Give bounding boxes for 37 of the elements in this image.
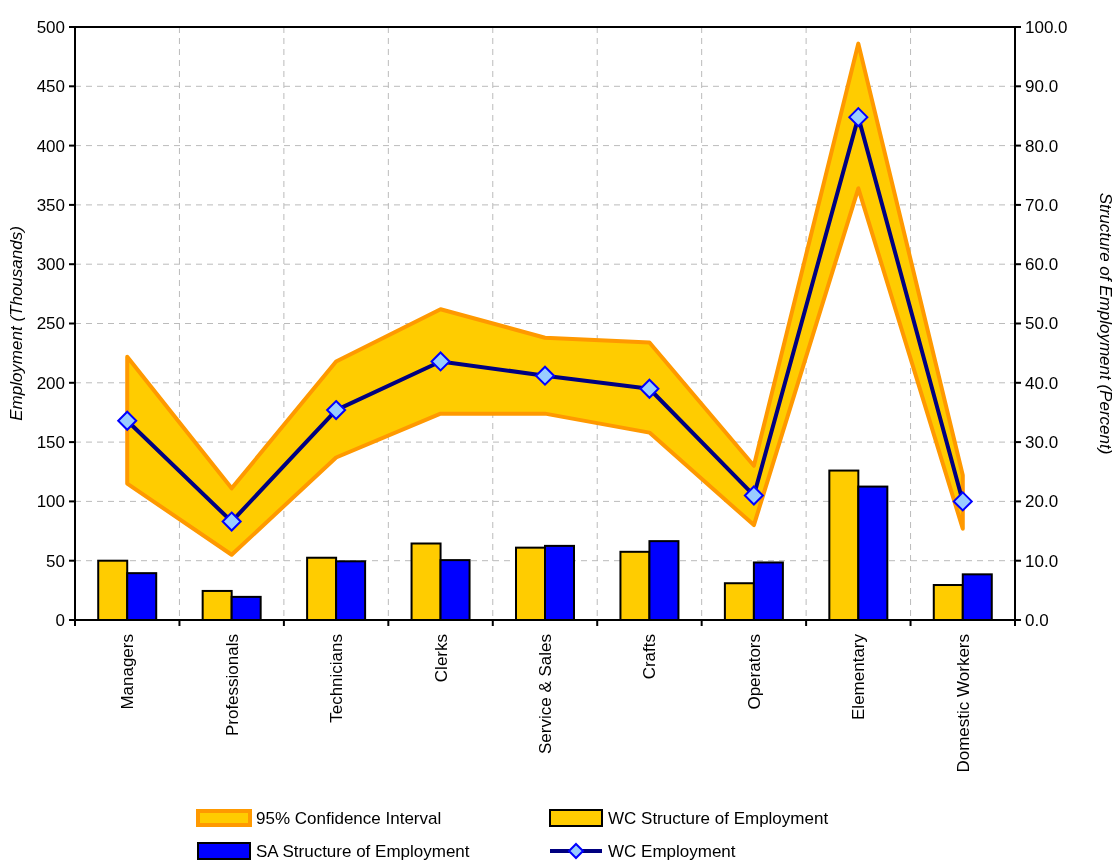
y2-tick-label: 50.0 <box>1025 314 1059 334</box>
y-tick-label: 400 <box>36 136 65 156</box>
x-tick-label: Crafts <box>640 634 660 680</box>
legend-label: WC Employment <box>608 841 736 861</box>
y-tick-label: 100 <box>36 492 65 512</box>
y-tick-label: 350 <box>36 195 65 215</box>
y2-tick-label: 90.0 <box>1025 77 1059 97</box>
y2-axis-title: Structure of Employment (Percent) <box>1096 192 1115 455</box>
y-tick-label: 500 <box>36 17 65 37</box>
legend-label: SA Structure of Employment <box>256 841 470 861</box>
x-tick-label: Professionals <box>222 634 242 737</box>
legend-label: WC Structure of Employment <box>608 808 829 828</box>
y2-tick-label: 70.0 <box>1025 195 1059 215</box>
y2-tick-label: 0.0 <box>1025 610 1049 630</box>
y-tick-label: 250 <box>36 314 65 334</box>
y-tick-label: 50 <box>46 551 65 571</box>
y2-tick-label: 20.0 <box>1025 492 1059 512</box>
x-tick-label: Elementary <box>849 633 869 720</box>
y-tick-label: 0 <box>55 610 65 630</box>
y-tick-label: 200 <box>36 373 65 393</box>
x-tick-label: Domestic Workers <box>953 634 973 773</box>
x-tick-label: Service & Sales <box>535 634 555 754</box>
x-tick-label: Managers <box>118 634 138 710</box>
y2-tick-label: 10.0 <box>1025 551 1059 571</box>
y-tick-label: 450 <box>36 77 65 97</box>
text: 95% Confidence Interval <box>256 808 442 828</box>
x-tick-label: Operators <box>744 634 764 710</box>
x-tick-label: Technicians <box>327 634 347 723</box>
y2-tick-label: 30.0 <box>1025 433 1059 453</box>
y2-tick-label: 60.0 <box>1025 255 1059 275</box>
y-axis-title: Employment (Thousands) <box>7 226 26 421</box>
y2-tick-label: 40.0 <box>1025 373 1059 393</box>
y2-tick-label: 80.0 <box>1025 136 1059 156</box>
x-tick-label: Clerks <box>431 634 451 683</box>
y-tick-label: 150 <box>36 433 65 453</box>
y2-tick-label: 100.0 <box>1025 17 1068 37</box>
y-tick-label: 300 <box>36 255 65 275</box>
